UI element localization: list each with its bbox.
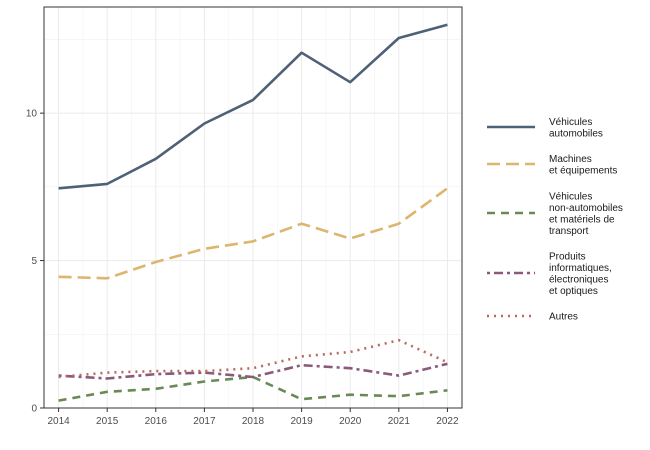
x-tick-label: 2021 bbox=[388, 416, 411, 427]
x-tick-label: 2020 bbox=[339, 416, 362, 427]
x-tick-label: 2016 bbox=[145, 416, 168, 427]
legend-label: Autres bbox=[549, 312, 578, 323]
series-line-1 bbox=[58, 23, 448, 190]
legend-label: et équipements bbox=[549, 165, 617, 176]
x-tick-label: 2017 bbox=[193, 416, 216, 427]
series-line-2 bbox=[58, 187, 449, 280]
y-tick-label: 5 bbox=[31, 256, 37, 267]
legend-label: Produits bbox=[549, 251, 586, 262]
legend-label: et matériels de bbox=[549, 214, 615, 225]
x-tick-label: 2019 bbox=[290, 416, 313, 427]
grid-major bbox=[44, 7, 462, 409]
legend-label: Machines bbox=[549, 154, 592, 165]
series-line-4 bbox=[58, 362, 448, 380]
legend-label: électroniques bbox=[549, 274, 608, 285]
legend-label: informatiques, bbox=[549, 263, 612, 274]
y-tick-label: 0 bbox=[31, 404, 37, 415]
x-tick-label: 2018 bbox=[242, 416, 265, 427]
y-tick-label: 10 bbox=[26, 109, 38, 120]
legend-label: non-automobiles bbox=[549, 203, 623, 214]
y-tick-labels: 0 5 10 bbox=[26, 109, 38, 415]
legend-label: et optiques bbox=[549, 286, 598, 297]
legend-label: automobiles bbox=[549, 128, 603, 139]
x-tick-labels: 2014 2015 2016 2017 2018 2019 2020 2021 2022 bbox=[47, 416, 459, 427]
legend-label: Véhicules bbox=[549, 117, 592, 128]
legend-label: transport bbox=[549, 226, 589, 237]
x-tick-label: 2015 bbox=[96, 416, 119, 427]
x-tick-label: 2014 bbox=[47, 416, 70, 427]
legend-item: Autres bbox=[487, 312, 578, 323]
axis-ticks bbox=[40, 112, 448, 412]
legend-label: Véhicules bbox=[549, 191, 592, 202]
x-tick-label: 2022 bbox=[436, 416, 459, 427]
series-lines bbox=[58, 23, 449, 402]
